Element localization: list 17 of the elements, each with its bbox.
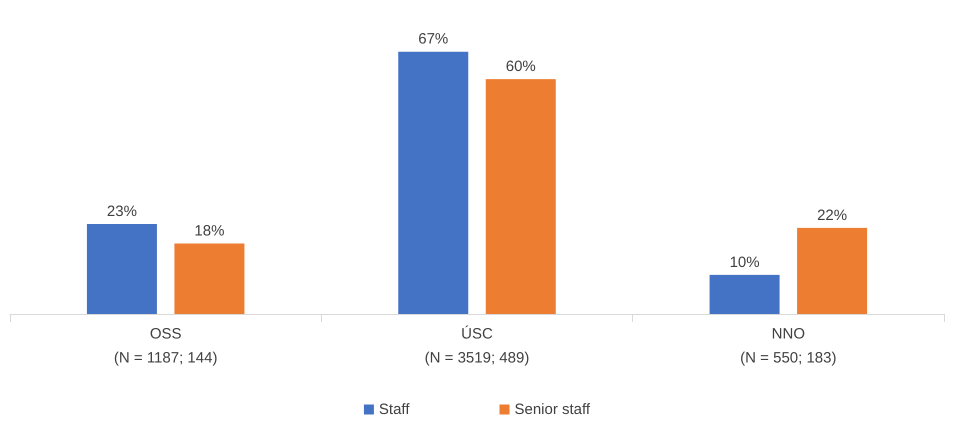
bar: [797, 228, 868, 314]
data-label: 10%: [730, 254, 760, 271]
x-tick-label: OSS (N = 1187; 144): [114, 326, 218, 366]
bar: [174, 244, 244, 314]
bar: [710, 274, 780, 314]
data-label: 18%: [194, 222, 224, 240]
bar: [398, 52, 468, 314]
x-tick-label: NNO (N = 550; 183): [740, 326, 836, 366]
data-label: 60%: [506, 58, 536, 76]
data-label: 23%: [106, 202, 137, 220]
bar: [486, 79, 556, 314]
legend-label: Staff: [378, 401, 410, 418]
data-label: 67%: [418, 30, 448, 48]
legend-label: Senior staff: [514, 401, 591, 418]
bar: [86, 224, 157, 314]
x-tick-label: ÚSC (N = 3519; 489): [424, 324, 530, 366]
data-label: 22%: [817, 206, 848, 224]
